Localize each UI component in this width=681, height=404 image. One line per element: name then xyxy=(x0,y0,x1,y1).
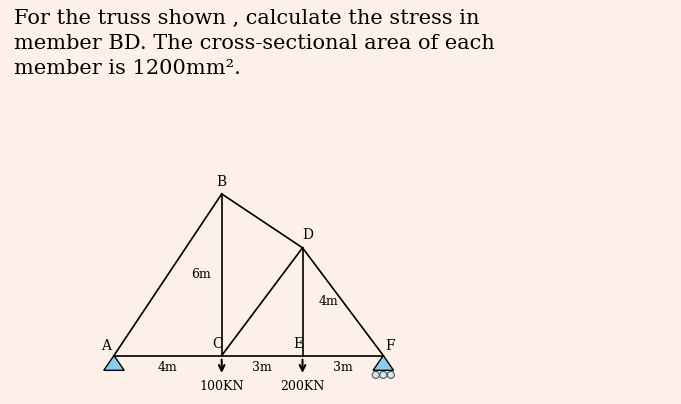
Text: E: E xyxy=(294,337,304,351)
Text: 4m: 4m xyxy=(319,295,338,308)
Text: D: D xyxy=(302,228,313,242)
Polygon shape xyxy=(373,356,394,370)
Text: 6m: 6m xyxy=(191,268,211,281)
Text: 200KN: 200KN xyxy=(281,380,325,393)
Circle shape xyxy=(387,371,394,379)
Polygon shape xyxy=(104,356,124,370)
Text: 100KN: 100KN xyxy=(200,380,244,393)
Text: For the truss shown , calculate the stress in
member BD. The cross-sectional are: For the truss shown , calculate the stre… xyxy=(14,9,494,78)
Circle shape xyxy=(380,371,387,379)
Text: C: C xyxy=(212,337,223,351)
Text: 3m: 3m xyxy=(333,361,353,374)
Text: 3m: 3m xyxy=(252,361,272,374)
Text: B: B xyxy=(217,175,227,189)
Text: F: F xyxy=(385,339,395,353)
Text: A: A xyxy=(101,339,111,353)
Circle shape xyxy=(373,371,379,379)
Text: 4m: 4m xyxy=(158,361,178,374)
